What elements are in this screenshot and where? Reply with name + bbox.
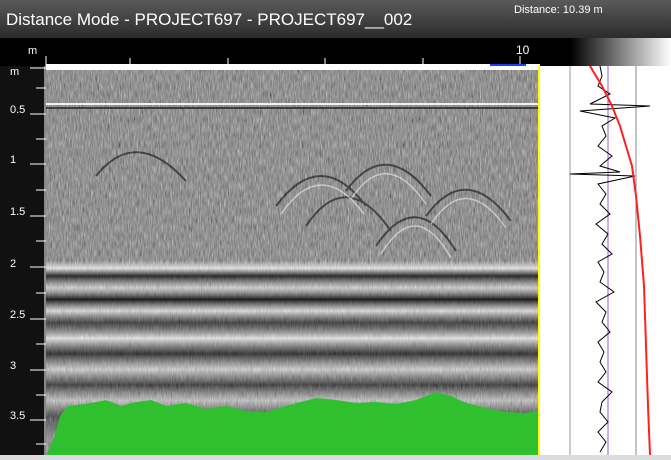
depth-label: 2.5 [10, 309, 26, 321]
depth-label: 1 [10, 154, 17, 166]
trace-panel [540, 65, 671, 456]
depth-label: 0.5 [10, 104, 26, 116]
depth-label: 3 [10, 360, 17, 372]
vertical-ruler: m 0.5 1 1.5 2 2.5 3 3.5 [0, 66, 46, 455]
depth-label: 3.5 [10, 410, 26, 422]
velocity-curve [589, 65, 651, 456]
horizontal-ruler: m 10 [0, 38, 671, 66]
radargram-image [46, 66, 540, 455]
horizontal-tick-10: 10 [516, 43, 530, 57]
horizontal-ruler-ticks [45, 56, 540, 66]
horizontal-unit-label: m [28, 45, 38, 57]
window-title: Distance Mode - PROJECT697 - PROJECT697_… [6, 10, 413, 29]
distance-readout: Distance: 10.39 m [514, 4, 603, 16]
trace-plot [569, 65, 651, 456]
radargram-view[interactable] [46, 66, 540, 455]
vertical-ruler-ticks [30, 66, 46, 455]
depth-label: 2 [10, 258, 17, 270]
waveform-trace [569, 65, 651, 453]
depth-label: 1.5 [10, 206, 26, 218]
vertical-unit-label: m [10, 66, 20, 78]
title-bar: Distance Mode - PROJECT697 - PROJECT697_… [0, 0, 671, 38]
